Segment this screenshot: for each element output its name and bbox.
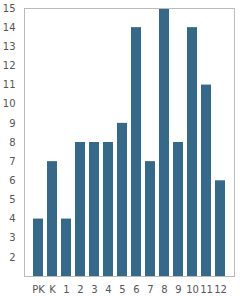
svg-text:1: 1 <box>63 284 69 295</box>
svg-text:11: 11 <box>200 284 213 295</box>
svg-text:5: 5 <box>9 194 15 205</box>
svg-text:9: 9 <box>175 284 181 295</box>
svg-text:7: 7 <box>147 284 153 295</box>
svg-text:5: 5 <box>119 284 125 295</box>
svg-text:13: 13 <box>3 41 16 52</box>
svg-text:2: 2 <box>77 284 83 295</box>
svg-text:6: 6 <box>9 175 15 186</box>
svg-text:3: 3 <box>9 232 15 243</box>
svg-text:14: 14 <box>3 22 16 33</box>
svg-text:K: K <box>49 284 56 295</box>
svg-text:3: 3 <box>91 284 97 295</box>
svg-text:4: 4 <box>105 284 111 295</box>
svg-text:10: 10 <box>3 98 16 109</box>
svg-text:9: 9 <box>9 118 15 129</box>
svg-text:8: 8 <box>161 284 167 295</box>
svg-text:7: 7 <box>9 156 15 167</box>
svg-text:6: 6 <box>133 284 139 295</box>
svg-text:8: 8 <box>9 137 15 148</box>
svg-text:2: 2 <box>9 252 15 263</box>
svg-text:4: 4 <box>9 213 15 224</box>
svg-text:PK: PK <box>32 284 45 295</box>
svg-text:12: 12 <box>3 60 16 71</box>
svg-text:11: 11 <box>3 79 16 90</box>
svg-text:15: 15 <box>3 3 16 14</box>
svg-text:10: 10 <box>186 284 199 295</box>
svg-text:12: 12 <box>214 284 227 295</box>
